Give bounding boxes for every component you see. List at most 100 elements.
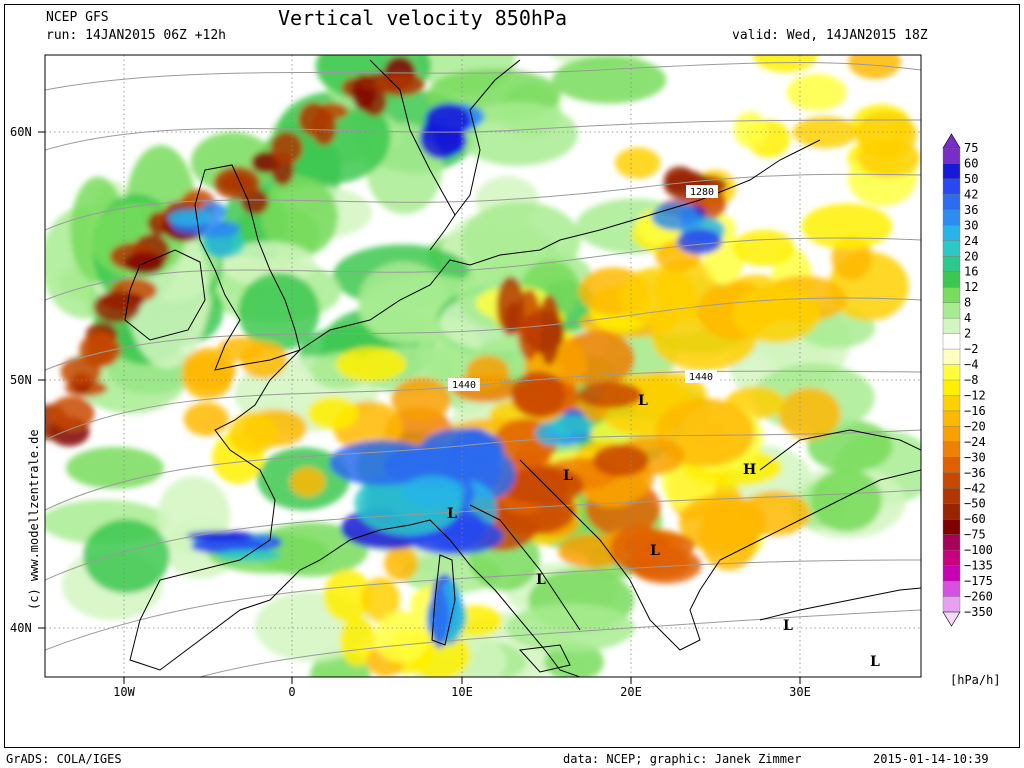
colorbar-labels: 75605042363024201612842−2−4−8−12−16−20−2… — [964, 141, 993, 619]
contour-label-1440-east: 1440 — [685, 370, 717, 383]
colorbar-tick-label: −75 — [964, 528, 986, 542]
lon-label-0: 0 — [288, 685, 295, 699]
colorbar-swatch — [942, 348, 961, 366]
colorbar-tick-label: 12 — [964, 280, 978, 294]
low-marker: L — [447, 506, 457, 522]
axis-ticks — [38, 131, 801, 684]
low-marker: L — [870, 654, 880, 670]
colorbar-swatch — [942, 317, 961, 335]
svg-text:1280: 1280 — [690, 187, 714, 198]
colorbar-tick-label: −60 — [964, 512, 986, 526]
high-marker: H — [743, 462, 756, 478]
colorbar-tick-label: −30 — [964, 450, 986, 464]
colorbar-swatch — [942, 379, 961, 396]
colorbar-swatch — [942, 519, 961, 536]
colorbar-swatch — [942, 364, 961, 381]
colorbar-tick-label: 20 — [964, 249, 978, 263]
colorbar-swatch — [942, 333, 961, 350]
colorbar-swatch — [942, 178, 961, 195]
low-marker: L — [638, 393, 648, 409]
colorbar-tick-label: 36 — [964, 203, 978, 217]
colorbar-tick-label: 4 — [964, 311, 971, 325]
colorbar-swatch — [942, 565, 961, 582]
colorbar-swatch — [942, 534, 961, 551]
colorbar-swatch — [942, 426, 961, 443]
colorbar-swatch — [942, 302, 961, 319]
map-border — [44, 54, 922, 678]
colorbar-tick-label: −350 — [964, 605, 993, 619]
colorbar-tick-label: −42 — [964, 481, 986, 495]
colorbar-tick-label: −100 — [964, 543, 993, 557]
colorbar-tick-label: 60 — [964, 156, 978, 170]
colorbar-tick-label: −24 — [964, 435, 986, 449]
colorbar-tick-label: −260 — [964, 590, 993, 604]
low-marker: L — [536, 572, 546, 588]
colorbar-swatch — [942, 194, 961, 211]
colorbar-tick-label: −2 — [964, 342, 978, 356]
lat-label-60n: 60N — [10, 125, 32, 139]
colorbar-tick-label: 50 — [964, 172, 978, 186]
colorbar-tick-label: 16 — [964, 265, 978, 279]
colorbar-tick-label: 8 — [964, 296, 971, 310]
colorbar-tick-label: −135 — [964, 559, 993, 573]
map-title: Vertical velocity 850hPa — [278, 6, 567, 30]
low-marker: L — [650, 543, 660, 559]
colorbar-tick-label: −4 — [964, 358, 978, 372]
low-marker: L — [563, 468, 573, 484]
footer-credits: data: NCEP; graphic: Janek Zimmer — [563, 752, 802, 766]
colorbar-tick-label: 2 — [964, 327, 971, 341]
colorbar-swatch — [942, 441, 961, 458]
coastlines — [124, 59, 921, 677]
image-frame — [4, 4, 1020, 748]
colorbar-swatch — [942, 580, 961, 598]
run-info: run: 14JAN2015 06Z +12h — [46, 28, 227, 43]
low-marker: L — [783, 618, 793, 634]
colorbar-tick-label: −12 — [964, 388, 986, 402]
colorbar-arrow-bottom — [942, 611, 961, 627]
colorbar-swatch — [942, 209, 961, 226]
contour-label-1440-west: 1440 — [448, 378, 480, 391]
svg-text:1440: 1440 — [689, 372, 713, 383]
lon-label-30e: 30E — [789, 685, 811, 699]
lon-label-10e: 10E — [451, 685, 473, 699]
colorbar-tick-label: −36 — [964, 466, 986, 480]
colorbar-tick-label: −175 — [964, 574, 993, 588]
colorbar-swatch — [942, 488, 961, 505]
colorbar-tick-label: 24 — [964, 234, 978, 248]
footer-software: GrADS: COLA/IGES — [6, 752, 122, 766]
lon-label-10w: 10W — [113, 685, 135, 699]
colorbar-swatch — [942, 395, 961, 412]
colorbar-tick-label: 75 — [964, 141, 978, 155]
colorbar-legend — [942, 133, 961, 627]
model-name: NCEP GFS — [46, 10, 109, 25]
colorbar-tick-label: −16 — [964, 404, 986, 418]
graticule-lines — [45, 55, 921, 677]
colorbar-swatch — [942, 256, 961, 273]
colorbar-tick-label: −20 — [964, 419, 986, 433]
colorbar-swatch — [942, 271, 961, 288]
colorbar-tick-label: −8 — [964, 373, 978, 387]
colorbar-swatch — [942, 240, 961, 257]
colorbar-arrow-top — [942, 133, 961, 149]
contour-label-1280: 1280 — [686, 185, 718, 198]
colorbar-swatch — [942, 596, 961, 613]
colorbar-swatch — [942, 503, 961, 520]
colorbar-swatch — [942, 147, 961, 164]
colorbar-tick-label: 30 — [964, 218, 978, 232]
colorbar-tick-label: −50 — [964, 497, 986, 511]
colorbar-swatch — [942, 163, 961, 180]
valid-time: valid: Wed, 14JAN2015 18Z — [732, 28, 928, 43]
colorbar-swatch — [942, 410, 961, 427]
watermark-text: (c) www.modellzentrale.de — [27, 429, 41, 610]
footer-timestamp: 2015-01-14-10:39 — [873, 752, 989, 766]
geopotential-isolines — [45, 62, 921, 677]
svg-text:1440: 1440 — [452, 380, 476, 391]
colorbar-tick-label: 42 — [964, 187, 978, 201]
lat-label-50n: 50N — [10, 373, 32, 387]
colorbar-swatch — [942, 472, 961, 489]
colorbar-swatch — [942, 457, 961, 474]
colorbar-swatch — [942, 549, 961, 567]
colorbar-swatch — [942, 287, 961, 304]
pressure-markers: L L L L L L H L — [447, 393, 880, 670]
